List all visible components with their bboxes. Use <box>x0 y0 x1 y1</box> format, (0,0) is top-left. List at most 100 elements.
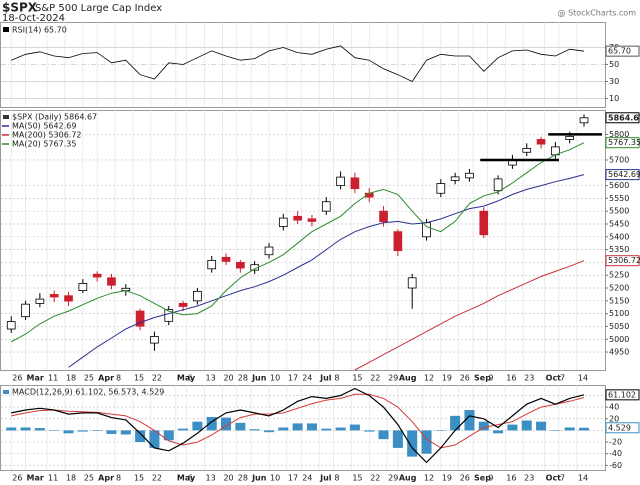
candle-body <box>78 283 88 291</box>
histogram-bar <box>364 430 375 432</box>
x-tick-label: 13 <box>206 374 216 383</box>
histogram-bar <box>579 427 590 431</box>
legend-swatch <box>3 115 9 119</box>
candle-body <box>264 246 274 256</box>
y-tick-label: 5600 <box>609 181 629 190</box>
legend-label: $SPX (Daily) 5864.67 <box>12 113 97 122</box>
x-tick-label: 22 <box>152 474 162 483</box>
x-tick-label: 15 <box>352 474 362 483</box>
histogram-bar <box>263 430 275 433</box>
x-tick-label: 7 <box>560 474 565 483</box>
x-tick-label: 13 <box>206 474 216 483</box>
y-tick-label: 5100 <box>609 309 629 318</box>
y-tick-label: 5450 <box>609 219 629 228</box>
candle-body <box>393 231 403 252</box>
x-tick-label: 16 <box>506 474 516 483</box>
x-tick-label: 16 <box>506 374 516 383</box>
y-tick-label: 10 <box>609 94 619 103</box>
x-tick-label: Sep <box>474 374 491 383</box>
value-tag-box <box>605 45 640 57</box>
histogram-bar <box>49 430 60 431</box>
candle-body <box>49 294 59 298</box>
y-tick-label: 5200 <box>609 284 629 293</box>
x-tick-label: 24 <box>302 474 312 483</box>
legend-swatch <box>3 390 9 394</box>
x-tick-label: 8 <box>116 374 121 383</box>
candle-body <box>493 178 503 192</box>
histogram-bar <box>206 417 217 431</box>
histogram-bar <box>120 430 131 435</box>
x-tick-label: 12 <box>424 474 434 483</box>
candle-body <box>207 259 217 270</box>
x-tick-label: 28 <box>238 474 248 483</box>
series-line <box>11 45 585 83</box>
histogram-bar <box>221 417 232 431</box>
y-tick-label: 5350 <box>609 245 629 254</box>
histogram-bar <box>235 422 246 431</box>
x-tick-label: 19 <box>442 474 452 483</box>
value-tag-box <box>605 422 640 434</box>
x-tick-label: Jul <box>319 474 332 483</box>
x-tick-label: 25 <box>84 474 94 483</box>
date: 18-Oct-2024 <box>2 13 65 24</box>
histogram-bar <box>306 423 317 431</box>
x-tick-label: 12 <box>424 374 434 383</box>
x-tick-label: 29 <box>388 374 398 383</box>
candle-body <box>107 277 116 286</box>
x-tick-label: 11 <box>48 374 58 383</box>
x-tick-label: Mar <box>27 374 44 383</box>
histogram-bar <box>421 430 432 454</box>
candle-body <box>164 309 174 322</box>
candle-body <box>6 321 16 330</box>
x-tick-label: 29 <box>388 474 398 483</box>
candle-body <box>479 210 489 236</box>
histogram-bar <box>407 430 418 457</box>
histogram-bar <box>77 430 88 432</box>
x-tick-label: 18 <box>66 374 76 383</box>
histogram-bar <box>192 421 203 431</box>
candle-body <box>35 298 45 304</box>
histogram-bar <box>6 427 17 431</box>
legend-label: MA(20) 5767.35 <box>12 140 76 149</box>
x-tick-label: Mar <box>27 474 44 483</box>
x-tick-label: 19 <box>442 374 452 383</box>
value-tag: 5864.67 <box>608 113 640 122</box>
histogram-bar <box>292 423 303 431</box>
candle-body <box>422 222 431 238</box>
candle-body <box>407 277 417 289</box>
histogram-bar <box>135 430 146 443</box>
x-tick-label: 26 <box>12 374 22 383</box>
x-tick-label: 25 <box>84 374 94 383</box>
x-tick-label: 26 <box>460 374 470 383</box>
histogram-bar <box>92 430 103 431</box>
y-tick-label: 40 <box>609 403 619 412</box>
histogram-bar <box>464 410 475 431</box>
x-tick-label: 26 <box>12 474 22 483</box>
candle-body <box>221 256 231 262</box>
x-tick-label: 26 <box>460 474 470 483</box>
y-tick-label: 5800 <box>609 130 629 139</box>
x-tick-label: 8 <box>334 474 339 483</box>
value-tag: 61.102 <box>608 390 636 399</box>
x-tick-label: 14 <box>578 374 588 383</box>
series-line <box>354 260 585 371</box>
histogram-bar <box>536 421 547 431</box>
histogram-bar <box>564 427 575 431</box>
histogram-bar <box>163 430 174 441</box>
candle-body <box>178 302 188 307</box>
x-tick-label: 17 <box>288 474 298 483</box>
x-tick-label: 9 <box>488 374 493 383</box>
price-panel <box>0 110 606 371</box>
histogram-bar <box>278 427 289 431</box>
histogram-bar <box>507 424 518 431</box>
histogram-bar <box>521 420 532 431</box>
candle-body <box>579 117 589 124</box>
x-tick-label: 9 <box>488 474 493 483</box>
y-tick-label: 5000 <box>609 335 629 344</box>
x-tick-label: 8 <box>116 474 121 483</box>
histogram-bar <box>321 428 332 431</box>
y-tick-label: 4950 <box>609 348 629 357</box>
x-tick-label: 15 <box>134 474 144 483</box>
histogram-bar <box>149 430 160 448</box>
legend-swatch <box>3 27 9 32</box>
